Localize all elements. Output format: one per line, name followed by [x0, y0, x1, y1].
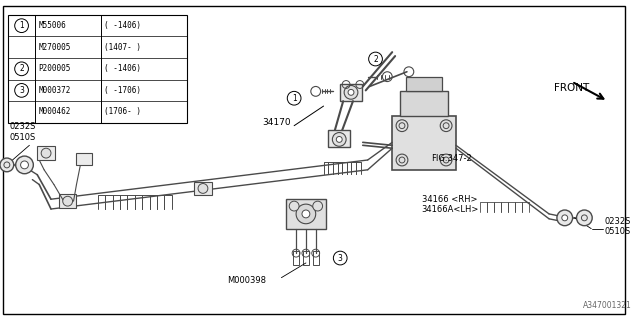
Circle shape: [15, 62, 28, 76]
Bar: [328, 130, 350, 147]
Text: (1706- ): (1706- ): [104, 108, 141, 116]
Text: M55006: M55006: [38, 21, 66, 30]
Bar: [59, 194, 76, 208]
Bar: [8, 15, 188, 123]
Text: 3: 3: [338, 253, 342, 262]
Text: M000462: M000462: [38, 108, 70, 116]
Text: 1: 1: [19, 21, 24, 30]
Text: 2: 2: [373, 54, 378, 63]
Text: 1: 1: [292, 94, 296, 103]
Bar: [286, 199, 326, 228]
Bar: [406, 77, 442, 92]
Circle shape: [198, 184, 208, 193]
Text: 0232S: 0232S: [605, 217, 631, 226]
Text: M000372: M000372: [38, 86, 70, 95]
Circle shape: [577, 210, 592, 226]
Text: 0510S: 0510S: [605, 227, 631, 236]
Circle shape: [440, 120, 452, 132]
Circle shape: [557, 210, 573, 226]
Circle shape: [15, 19, 28, 33]
Circle shape: [562, 215, 568, 221]
Text: 3: 3: [19, 86, 24, 95]
Text: 2: 2: [19, 64, 24, 73]
Text: 34166A<LH>: 34166A<LH>: [422, 204, 479, 213]
Bar: [400, 92, 448, 116]
Bar: [293, 251, 299, 265]
Circle shape: [302, 210, 310, 218]
Text: 34166 <RH>: 34166 <RH>: [422, 195, 477, 204]
Circle shape: [15, 84, 28, 97]
Circle shape: [20, 161, 28, 169]
Circle shape: [348, 89, 354, 95]
Text: 0232S: 0232S: [10, 122, 36, 131]
Text: 34170: 34170: [263, 118, 291, 127]
Text: ( -1706): ( -1706): [104, 86, 141, 95]
Bar: [194, 181, 212, 195]
Circle shape: [396, 120, 408, 132]
Text: FIG.347-2: FIG.347-2: [431, 154, 472, 163]
Circle shape: [63, 196, 72, 206]
Circle shape: [0, 158, 13, 172]
Circle shape: [440, 154, 452, 166]
Bar: [313, 251, 319, 265]
Bar: [76, 153, 92, 165]
Circle shape: [332, 132, 346, 146]
Circle shape: [289, 201, 299, 211]
Text: A347001321: A347001321: [584, 300, 632, 310]
Text: (1407- ): (1407- ): [104, 43, 141, 52]
Circle shape: [344, 85, 358, 99]
Bar: [392, 116, 456, 170]
Text: ( -1406): ( -1406): [104, 64, 141, 73]
Text: FRONT: FRONT: [554, 84, 589, 93]
Text: ( -1406): ( -1406): [104, 21, 141, 30]
Circle shape: [369, 52, 382, 66]
Circle shape: [296, 204, 316, 224]
Bar: [303, 251, 309, 265]
Bar: [340, 84, 362, 101]
Circle shape: [336, 136, 342, 142]
Text: M000398: M000398: [227, 276, 266, 285]
Circle shape: [396, 154, 408, 166]
Text: 0510S: 0510S: [10, 133, 36, 142]
Bar: [37, 146, 55, 160]
Text: M270005: M270005: [38, 43, 70, 52]
Text: P200005: P200005: [38, 64, 70, 73]
Circle shape: [41, 148, 51, 158]
Circle shape: [287, 92, 301, 105]
Circle shape: [313, 201, 323, 211]
Circle shape: [16, 156, 33, 174]
Circle shape: [333, 251, 347, 265]
